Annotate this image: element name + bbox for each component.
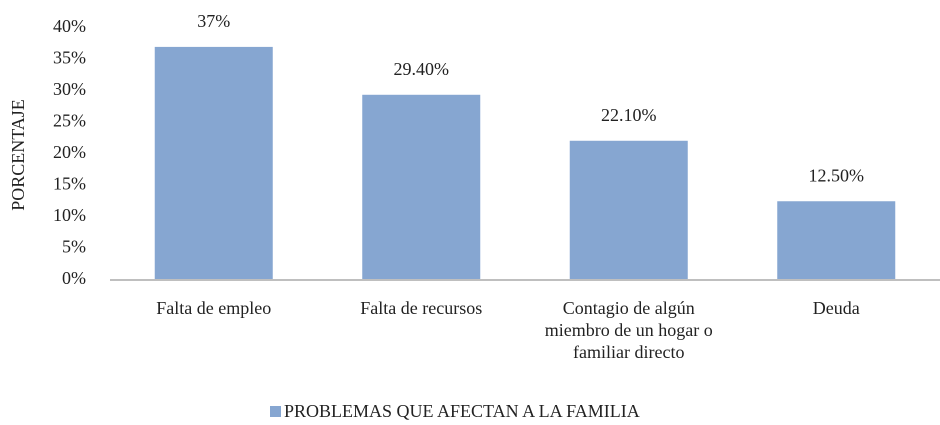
y-tick-label: 25% [53,111,86,131]
data-label: 29.40% [394,59,450,79]
bar [154,46,273,281]
y-tick-label: 40% [53,16,86,36]
y-axis-label: PORCENTAJE [8,99,28,211]
y-tick-label: 35% [53,48,86,68]
bar [362,94,481,280]
y-tick-label: 15% [53,174,86,194]
y-tick-label: 0% [62,268,86,288]
x-tick-label: Falta de empleo [156,298,272,318]
legend-swatch [270,406,281,417]
x-tick-label: Contagio de algún miembro de un hogar o … [544,298,713,362]
y-tick-label: 10% [53,205,86,225]
bar [777,201,896,280]
legend-label: PROBLEMAS QUE AFECTAN A LA FAMILIA [284,401,640,421]
y-tick-label: 20% [53,142,86,162]
bar [569,140,688,280]
y-tick-label: 5% [62,237,86,257]
x-tick-label: Falta de recursos [360,298,483,318]
x-tick-label: Deuda [812,298,860,318]
data-label: 12.50% [809,165,865,185]
data-label: 37% [197,11,230,31]
data-label: 22.10% [601,105,657,125]
y-tick-label: 30% [53,79,86,99]
